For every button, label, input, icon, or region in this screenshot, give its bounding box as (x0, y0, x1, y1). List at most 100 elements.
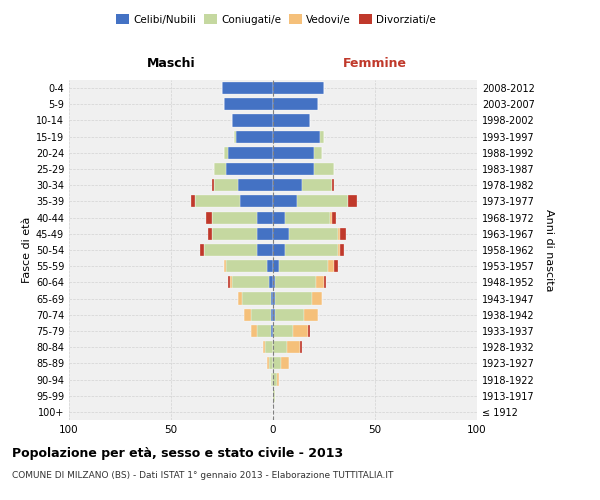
Bar (285, 212, 330, 224)
Bar (281, 358, 289, 370)
Bar (338, 228, 340, 240)
Bar (224, 147, 228, 159)
Bar (212, 179, 214, 192)
Bar (287, 341, 299, 353)
Bar (251, 308, 271, 321)
Bar (328, 260, 334, 272)
Bar (196, 196, 241, 207)
Bar (273, 374, 277, 386)
Bar (312, 292, 322, 304)
Bar (273, 244, 285, 256)
Bar (263, 341, 265, 353)
Bar (273, 292, 275, 304)
Bar (273, 390, 275, 402)
Bar (273, 358, 281, 370)
Bar (257, 212, 273, 224)
Bar (224, 260, 226, 272)
Bar (226, 260, 267, 272)
Bar (285, 244, 338, 256)
Bar (340, 228, 346, 240)
Text: Femmine: Femmine (343, 58, 407, 70)
Bar (273, 228, 289, 240)
Bar (273, 212, 285, 224)
Bar (200, 244, 203, 256)
Bar (265, 341, 273, 353)
Bar (228, 147, 273, 159)
Bar (222, 82, 273, 94)
Bar (242, 292, 271, 304)
Text: COMUNE DI MILZANO (BS) - Dati ISTAT 1° gennaio 2013 - Elaborazione TUTTITALIA.IT: COMUNE DI MILZANO (BS) - Dati ISTAT 1° g… (12, 471, 394, 480)
Bar (273, 276, 275, 288)
Bar (236, 130, 273, 142)
Bar (251, 325, 257, 337)
Bar (275, 292, 312, 304)
Bar (277, 374, 279, 386)
Bar (228, 276, 230, 288)
Bar (214, 163, 226, 175)
Bar (279, 260, 328, 272)
Bar (273, 325, 293, 337)
Bar (275, 276, 316, 288)
Bar (257, 325, 271, 337)
Bar (304, 308, 318, 321)
Bar (302, 179, 332, 192)
Bar (230, 276, 232, 288)
Bar (324, 276, 326, 288)
Bar (293, 325, 308, 337)
Bar (269, 358, 273, 370)
Bar (269, 276, 273, 288)
Bar (273, 98, 318, 110)
Bar (224, 98, 273, 110)
Bar (212, 212, 257, 224)
Bar (203, 244, 257, 256)
Legend: Celibi/Nubili, Coniugati/e, Vedovi/e, Divorziati/e: Celibi/Nubili, Coniugati/e, Vedovi/e, Di… (112, 10, 440, 29)
Bar (314, 147, 322, 159)
Bar (271, 325, 273, 337)
Bar (349, 196, 356, 207)
Bar (273, 341, 287, 353)
Bar (320, 130, 324, 142)
Bar (257, 228, 273, 240)
Bar (273, 130, 320, 142)
Bar (212, 228, 257, 240)
Bar (208, 228, 212, 240)
Bar (206, 212, 212, 224)
Bar (332, 212, 336, 224)
Bar (232, 276, 269, 288)
Bar (340, 244, 344, 256)
Bar (257, 244, 273, 256)
Bar (332, 179, 334, 192)
Bar (271, 308, 273, 321)
Bar (232, 114, 273, 126)
Bar (271, 292, 273, 304)
Bar (241, 196, 273, 207)
Bar (238, 179, 273, 192)
Bar (273, 82, 324, 94)
Text: Popolazione per età, sesso e stato civile - 2013: Popolazione per età, sesso e stato civil… (12, 448, 343, 460)
Bar (273, 196, 298, 207)
Bar (234, 130, 236, 142)
Bar (334, 260, 338, 272)
Text: Maschi: Maschi (146, 58, 196, 70)
Bar (273, 179, 302, 192)
Bar (289, 228, 338, 240)
Bar (267, 260, 273, 272)
Bar (330, 212, 332, 224)
Bar (273, 260, 279, 272)
Bar (338, 244, 340, 256)
Bar (273, 114, 310, 126)
Y-axis label: Fasce di età: Fasce di età (22, 217, 32, 283)
Y-axis label: Anni di nascita: Anni di nascita (544, 208, 554, 291)
Bar (226, 163, 273, 175)
Bar (316, 276, 324, 288)
Bar (308, 325, 310, 337)
Bar (273, 147, 314, 159)
Bar (214, 179, 238, 192)
Bar (275, 308, 304, 321)
Bar (238, 292, 242, 304)
Bar (244, 308, 251, 321)
Bar (299, 341, 302, 353)
Bar (267, 358, 269, 370)
Bar (191, 196, 196, 207)
Bar (273, 308, 275, 321)
